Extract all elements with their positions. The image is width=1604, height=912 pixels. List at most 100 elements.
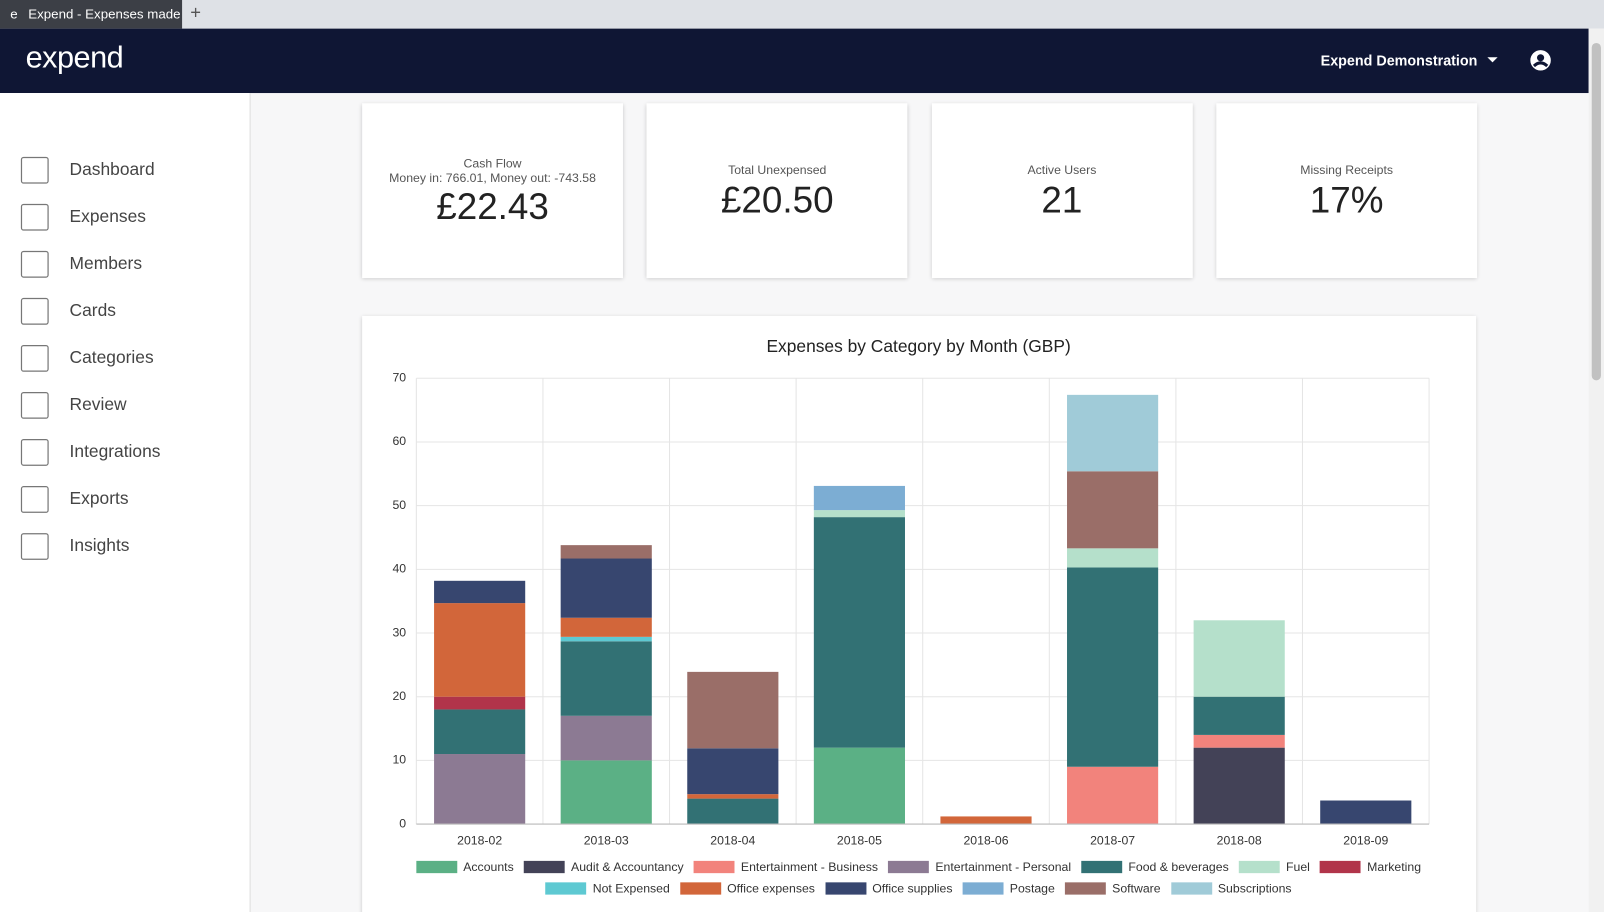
kpi-sub: Money in: 766.01, Money out: -743.58 [389,170,596,186]
bar-segment [560,617,652,637]
bar-segment [560,760,652,825]
legend-item[interactable]: Food & beverages [1081,859,1229,874]
legend-item[interactable]: Postage [962,880,1055,895]
nav-icon [20,344,49,372]
bar-segment [1067,548,1159,568]
legend-swatch [693,860,735,873]
legend-item[interactable]: Fuel [1238,859,1310,874]
chart-card [362,315,1477,912]
nav-label: Review [69,394,127,415]
tab-title: Expend - Expenses made [28,6,181,22]
legend-item[interactable]: Not Expensed [545,880,670,896]
nav-icon [20,486,49,513]
y-tick-label: 50 [392,498,406,512]
legend-label: Accounts [463,859,514,874]
nav-icon [20,439,49,466]
icon-shape [20,297,49,325]
icon-shape [20,156,49,184]
bar-segment [434,580,526,604]
nav-item[interactable]: Categories [0,338,250,379]
dropdown-arrow[interactable] [1486,56,1498,64]
legend-swatch [888,860,930,873]
icon-shape [20,533,49,560]
x-tick-label: 2018-02 [457,834,502,848]
bar-segment [560,715,652,761]
logo[interactable]: expend [25,40,124,75]
bar-segment [1067,394,1159,472]
legend-item[interactable]: Audit & Accountancy [523,859,684,874]
nav-label: Cards [69,300,116,321]
nav-label: Exports [69,488,129,509]
legend-label: Office supplies [872,880,953,896]
legend-item[interactable]: Accounts [416,859,514,874]
x-tick-label: 2018-04 [710,834,755,848]
bar-segment [1320,800,1412,825]
legend-item[interactable]: Entertainment - Business [693,859,879,874]
legend-label: Not Expensed [592,880,670,896]
sidebar: Dashboard Expenses Members Cards Categories R… [0,93,251,912]
icon-shape [20,250,49,278]
browser-tab[interactable]: e Expend - Expenses made [0,0,183,29]
nav-item[interactable]: Review [0,385,250,426]
kpi-label: Total Unexpensed [728,162,827,177]
bar-segment [1193,696,1285,735]
bar-segment [813,747,905,825]
legend-swatch [962,881,1004,895]
legend-swatch [416,860,458,873]
legend-swatch [523,860,565,873]
y-tick-label: 30 [392,625,406,639]
legend-swatch [1320,860,1362,873]
user-icon[interactable] [1529,49,1552,71]
legend-item[interactable]: Marketing [1320,859,1421,874]
legend-swatch [1065,881,1106,895]
new-tab[interactable]: + [190,2,202,23]
bar-segment [687,798,779,825]
legend-item[interactable]: Entertainment - Personal [888,859,1071,874]
icon-shape [20,486,49,513]
legend-label: Entertainment - Business [740,859,879,874]
icon-shape [20,344,49,372]
bar-segment [1067,471,1159,549]
legend-item[interactable]: Office expenses [680,880,815,895]
legend-swatch [1081,860,1123,873]
legend-label: Audit & Accountancy [571,859,684,874]
legend-item[interactable]: Software [1065,880,1161,895]
bar-segment [940,816,1032,825]
bar-segment [687,748,779,795]
nav-icon [20,391,49,419]
legend-label: Food & beverages [1128,859,1229,874]
kpi-value: £22.43 [436,185,549,227]
icon-shape [20,203,49,231]
legend-swatch [1170,881,1212,895]
nav-item[interactable]: Members [0,244,250,285]
legend-item[interactable]: Office supplies [825,880,953,896]
nav-item[interactable]: Integrations [0,432,250,473]
icon-shape [20,439,49,466]
bar-segment [1067,567,1159,767]
bar-segment [1193,747,1285,825]
x-tick-label: 2018-03 [584,834,629,848]
nav-item[interactable]: Insights [0,527,250,568]
nav-item[interactable]: Expenses [0,197,250,238]
nav-item[interactable]: Cards [0,291,250,332]
nav-label: Integrations [69,441,161,462]
legend: Accounts Audit & Accountancy Entertainment… [409,859,1428,896]
account-menu[interactable]: Expend Demonstration [1320,52,1478,69]
bar-segment [434,709,526,755]
nav-item[interactable]: Exports [0,480,250,521]
legend-label: Office expenses [727,880,815,896]
legend-item[interactable]: Subscriptions [1170,880,1292,896]
legend-label: Subscriptions [1217,880,1292,896]
scrollbar[interactable] [1588,28,1604,912]
nav-label: Members [69,253,143,273]
kpi-label: Active Users [1027,162,1097,177]
bar-segment [434,603,526,697]
kpi-value: 17% [1309,178,1384,221]
y-tick-label: 10 [392,753,406,767]
bar-segment [560,545,652,559]
icon-shape [20,391,49,419]
x-tick-label: 2018-08 [1217,834,1262,848]
nav-label: Expenses [69,206,146,226]
nav-item[interactable]: Dashboard [0,150,250,191]
x-tick-label: 2018-09 [1343,834,1388,848]
